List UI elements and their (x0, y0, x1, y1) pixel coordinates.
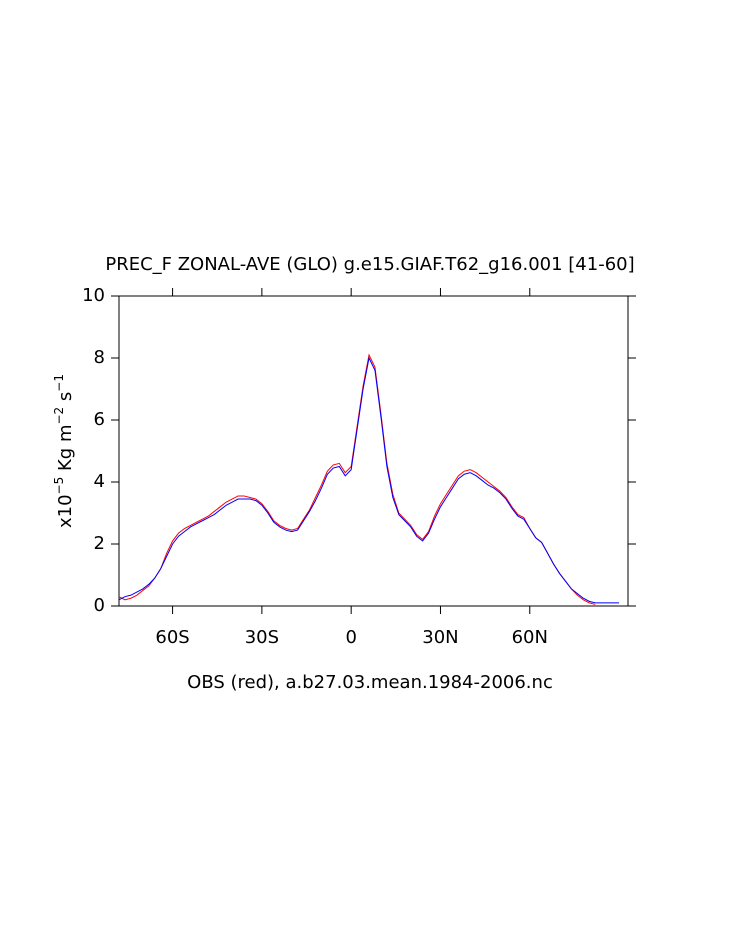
y-label-exponent: −2 (52, 407, 66, 425)
y-tick-label: 2 (94, 533, 105, 554)
y-axis-label: x10−5 Kg m−2 s−1 (52, 374, 77, 528)
x-tick-label: 60S (155, 627, 189, 648)
series-line (118, 356, 620, 604)
chart-title: PREC_F ZONAL-AVE (GLO) g.e15.GIAF.T62_g1… (105, 254, 634, 275)
y-tick-label: 6 (94, 409, 105, 430)
y-label-exponent: −5 (52, 477, 66, 495)
y-label-part: s (55, 392, 76, 407)
y-label-exponent: −1 (52, 374, 66, 392)
y-tick-label: 4 (94, 471, 105, 492)
x-tick-label: 30N (422, 627, 458, 648)
plot-frame (118, 295, 629, 607)
y-tick-label: 10 (82, 285, 105, 306)
series-line (118, 353, 596, 605)
x-tick-label: 0 (345, 627, 356, 648)
x-tick-label: 60N (512, 627, 548, 648)
y-label-part: x10 (55, 494, 76, 528)
y-tick-label: 8 (94, 347, 105, 368)
x-axis-label: OBS (red), a.b27.03.mean.1984-2006.nc (187, 672, 553, 693)
x-tick-label: 30S (245, 627, 279, 648)
y-label-part: Kg m (55, 425, 76, 477)
y-tick-label: 0 (94, 595, 105, 616)
